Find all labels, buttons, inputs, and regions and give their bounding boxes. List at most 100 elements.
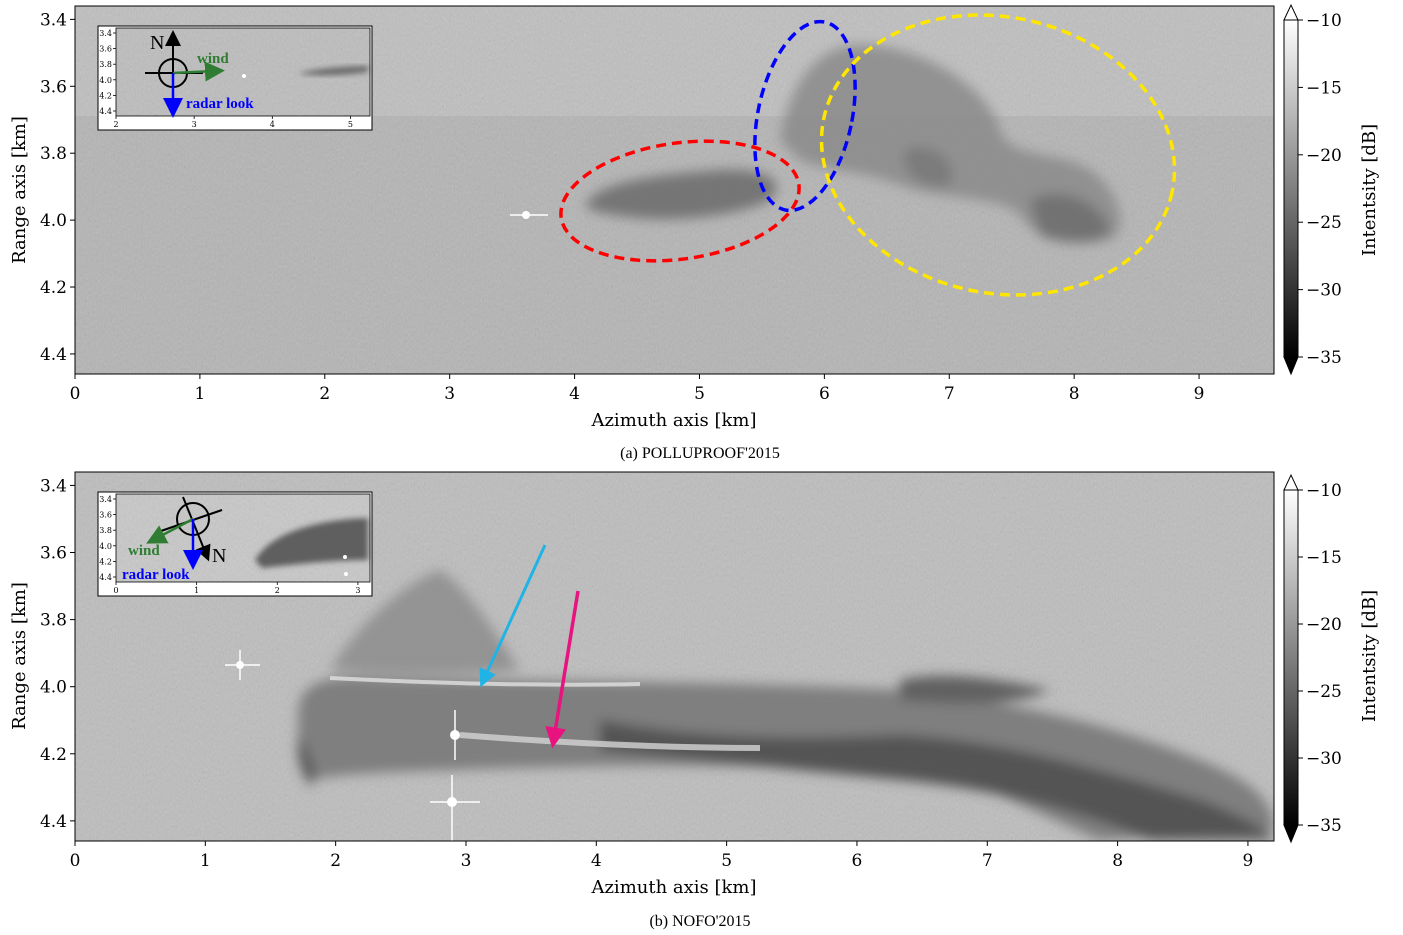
ytick-label: 4.0 — [40, 678, 67, 698]
bright-streak-2 — [459, 732, 761, 751]
inset-b: 0 1 2 3 3.4 3.6 3.8 4.0 4.2 4.4 N wind radar look — [97, 491, 373, 597]
xtick-label: 9 — [1243, 851, 1254, 871]
xtick-label: 9 — [1194, 384, 1205, 404]
north-label: N — [150, 32, 164, 54]
colorbar-b: −10 −15 −20 −25 −30 −35 — [1283, 473, 1342, 844]
ytick-label: 3.4 — [40, 10, 67, 30]
ylabel-a: Range axis [km] — [9, 116, 30, 264]
xtick-label: 7 — [944, 384, 955, 404]
inset-xtick-label: 5 — [348, 120, 353, 129]
inset-xtick-label: 0 — [113, 586, 118, 595]
caption-a: (a) POLLUPROOF'2015 — [620, 445, 780, 462]
colorbar-tick-label: −25 — [1306, 682, 1342, 702]
xtick-label: 4 — [569, 384, 580, 404]
wind-label: wind — [197, 51, 229, 67]
inset-ytick-label: 4.4 — [99, 573, 112, 582]
colorbar-label-b: Intentsity [dB] — [1359, 590, 1380, 722]
inset-xtick-label: 3 — [355, 586, 360, 595]
bright-streak — [329, 676, 641, 687]
panel-b: 0 1 2 3 4 5 6 7 8 9 3.4 3.6 3.8 4.0 4.2 4.4 0 1 2 3 3.4 3.6 3… — [9, 471, 1380, 930]
ytick-label: 4.4 — [40, 345, 67, 365]
colorbar-a: −10 −15 −20 −25 −30 −35 — [1283, 3, 1342, 376]
axes-b: 0 1 2 3 4 5 6 7 8 9 3.4 3.6 3.8 4.0 4.2 4.4 — [40, 476, 1253, 871]
inset-ytick-label: 3.8 — [99, 526, 112, 535]
ytick-label: 4.2 — [40, 745, 67, 765]
inset-ytick-label: 4.2 — [99, 557, 112, 566]
arrow-cyan — [479, 544, 547, 688]
ytick-label: 3.6 — [40, 544, 67, 564]
inset-ytick-label: 3.6 — [99, 45, 112, 54]
xtick-label: 8 — [1112, 851, 1123, 871]
colorbar-tick-label: −20 — [1306, 615, 1342, 635]
xtick-label: 1 — [200, 851, 211, 871]
ytick-label: 3.8 — [40, 144, 67, 164]
xtick-label: 4 — [591, 851, 602, 871]
caption-b: (b) NOFO'2015 — [649, 913, 750, 930]
ytick-label: 4.4 — [40, 812, 67, 832]
xtick-label: 5 — [694, 384, 705, 404]
inset-axes-a: 2 3 4 5 3.4 3.6 3.8 4.0 4.2 4.4 — [99, 29, 353, 129]
panel-a: 0 1 2 3 4 5 6 7 8 9 3.4 3.6 3.8 4.0 4.2 4.4 2 3 4 5 3.4 3.6 3… — [9, 3, 1380, 462]
inset-ytick-label: 3.8 — [99, 60, 112, 69]
xtick-label: 3 — [444, 384, 455, 404]
colorbar-tick-label: −10 — [1306, 11, 1342, 31]
ylabel-b: Range axis [km] — [9, 582, 30, 730]
inset-ytick-label: 4.2 — [99, 91, 112, 100]
axes-a: 0 1 2 3 4 5 6 7 8 9 3.4 3.6 3.8 4.0 4.2 4.4 — [40, 10, 1205, 404]
inset-xtick-label: 1 — [194, 586, 199, 595]
compass-icon-b — [146, 496, 223, 570]
inset-a: 2 3 4 5 3.4 3.6 3.8 4.0 4.2 4.4 N wind radar look — [97, 25, 373, 131]
xtick-label: 8 — [1069, 384, 1080, 404]
xtick-label: 6 — [852, 851, 863, 871]
colorbar-tick-label: −30 — [1306, 749, 1342, 769]
inset-axes-b: 0 1 2 3 3.4 3.6 3.8 4.0 4.2 4.4 — [99, 495, 360, 595]
xlabel-b: Azimuth axis [km] — [590, 877, 756, 898]
colorbar-tick-label: −30 — [1306, 281, 1342, 301]
colorbar-tick-label: −35 — [1306, 816, 1342, 836]
arrow-magenta — [545, 590, 580, 749]
inset-xtick-label: 4 — [270, 120, 275, 129]
inset-ytick-label: 3.4 — [99, 495, 112, 504]
ytick-label: 3.4 — [40, 476, 67, 496]
inset-xtick-label: 2 — [113, 120, 118, 129]
colorbar-tick-label: −25 — [1306, 213, 1342, 233]
xtick-label: 2 — [319, 384, 330, 404]
xtick-label: 2 — [330, 851, 341, 871]
colorbar-tick-label: −20 — [1306, 146, 1342, 166]
inset-ytick-label: 3.4 — [99, 29, 112, 38]
oil-slick-b — [298, 570, 1274, 840]
ytick-label: 4.0 — [40, 211, 67, 231]
colorbar-tick-label: −15 — [1306, 548, 1342, 568]
ytick-label: 4.2 — [40, 278, 67, 298]
inset-ytick-label: 3.6 — [99, 511, 112, 520]
inset-ytick-label: 4.4 — [99, 107, 112, 116]
xtick-label: 5 — [721, 851, 732, 871]
inset-xtick-label: 2 — [275, 586, 280, 595]
oil-slick-a — [585, 44, 1121, 244]
xtick-label: 3 — [461, 851, 472, 871]
ellipse-red — [559, 139, 801, 263]
ellipse-yellow — [819, 13, 1177, 297]
inset-ytick-label: 4.0 — [99, 542, 112, 551]
colorbar-tick-label: −15 — [1306, 78, 1342, 98]
ytick-label: 3.6 — [40, 77, 67, 97]
xtick-label: 0 — [70, 851, 81, 871]
ship-target-a — [510, 211, 548, 219]
radar-look-label: radar look — [186, 96, 254, 112]
xtick-label: 1 — [194, 384, 205, 404]
inset-xtick-label: 3 — [192, 120, 197, 129]
colorbar-tick-label: −10 — [1306, 481, 1342, 501]
wind-label-b: wind — [128, 543, 160, 559]
xtick-label: 6 — [819, 384, 830, 404]
xtick-label: 7 — [982, 851, 993, 871]
north-label-b: N — [212, 545, 226, 567]
colorbar-label-a: Intentsity [dB] — [1359, 124, 1380, 256]
sar-image-b — [75, 472, 1274, 841]
xlabel-a: Azimuth axis [km] — [590, 410, 756, 431]
ship-targets-b — [225, 650, 480, 841]
colorbar-tick-label: −35 — [1306, 348, 1342, 368]
xtick-label: 0 — [70, 384, 81, 404]
inset-ytick-label: 4.0 — [99, 76, 112, 85]
ytick-label: 3.8 — [40, 611, 67, 631]
